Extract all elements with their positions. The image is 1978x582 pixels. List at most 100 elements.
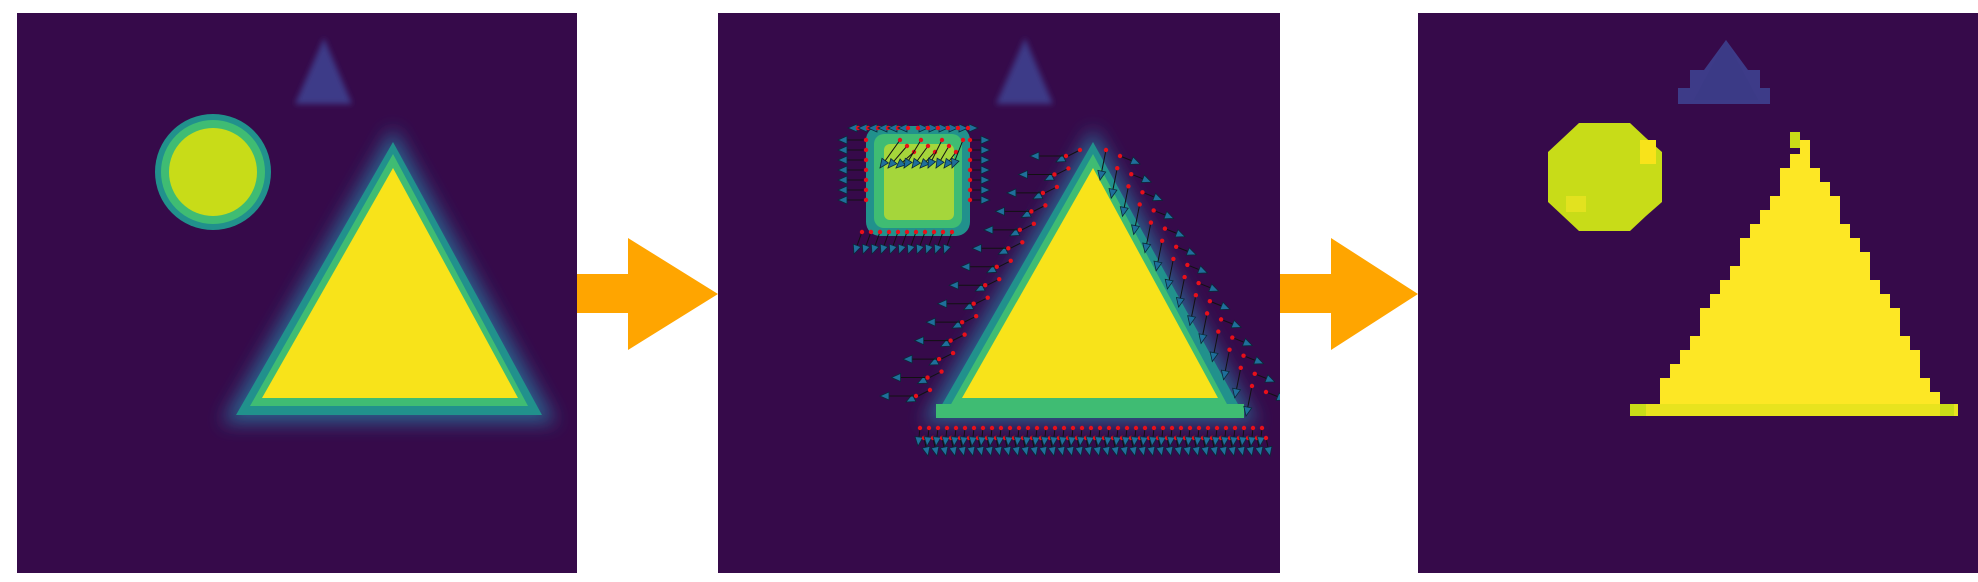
vector-arrow <box>951 137 966 169</box>
vector-arrow <box>923 425 933 447</box>
vector-arrow <box>1229 425 1239 447</box>
faint-triangle-shape <box>1678 40 1770 104</box>
panel-background <box>17 13 577 573</box>
vector-arrow <box>1058 425 1068 447</box>
vector-arrow <box>968 425 978 447</box>
vector-arrow <box>986 425 996 447</box>
vector-arrow <box>837 135 869 145</box>
vector-arrow <box>1130 425 1140 447</box>
vector-arrow <box>879 229 892 255</box>
vector-arrow <box>1121 425 1131 447</box>
vector-arrow <box>1184 425 1194 447</box>
vector-arrow <box>955 123 969 133</box>
vector-arrow <box>1097 147 1109 181</box>
vector-arrow <box>1103 425 1113 447</box>
vector-arrow <box>966 435 976 457</box>
vector-arrow <box>852 229 865 255</box>
vector-arrow <box>924 229 937 255</box>
vector-arrow <box>837 145 869 155</box>
vector-arrow <box>1256 425 1266 447</box>
vector-arrow <box>867 123 881 133</box>
vector-arrow <box>888 229 901 255</box>
vector-arrow <box>921 435 931 457</box>
staircase-triangle-shape <box>1630 132 1958 416</box>
vector-arrow <box>1196 280 1220 292</box>
vector-arrow <box>879 137 903 169</box>
vector-arrow <box>933 229 946 255</box>
vector-arrow <box>1187 293 1199 327</box>
blurred-rounded-square-shape <box>866 126 970 236</box>
vector-arrow <box>1263 389 1280 401</box>
vector-arrow <box>902 354 942 364</box>
vector-arrow <box>890 372 930 383</box>
vector-arrow <box>1202 425 1212 447</box>
vector-arrow <box>1137 435 1147 457</box>
vector-arrow <box>1175 274 1187 309</box>
vector-arrow <box>861 229 874 255</box>
vector-arrow <box>975 435 985 457</box>
vector-arrow <box>887 143 910 169</box>
vector-arrow <box>967 185 991 195</box>
vector-arrow <box>914 425 924 447</box>
vector-arrow <box>1198 311 1210 345</box>
vector-arrow <box>967 165 991 175</box>
vector-arrow <box>1185 262 1209 274</box>
panel-background <box>1418 13 1978 573</box>
vector-arrow <box>1193 425 1203 447</box>
vector-arrow <box>1218 317 1242 329</box>
vector-arrow <box>1232 365 1243 399</box>
vector-arrow <box>1247 425 1257 447</box>
vector-arrow <box>1005 188 1046 198</box>
vector-arrow <box>1151 208 1175 220</box>
vector-arrow <box>1243 383 1255 417</box>
vector-arrow <box>977 425 987 447</box>
vector-arrow <box>994 206 1034 217</box>
vector-arrow <box>837 195 869 205</box>
vector-arrow <box>965 123 979 133</box>
vector-arrow <box>1140 190 1164 202</box>
arrow-right-icon <box>577 238 718 350</box>
vector-arrow <box>1031 425 1041 447</box>
vector-arrow <box>925 317 965 327</box>
vector-arrow <box>941 425 951 447</box>
vector-arrow <box>927 137 945 169</box>
vector-arrow <box>1175 425 1185 447</box>
vector-arrow <box>1164 256 1176 290</box>
vector-arrow <box>837 175 869 185</box>
vector-arrow <box>1108 165 1120 200</box>
vector-arrow <box>913 335 953 346</box>
vector-arrow <box>945 123 959 133</box>
vector-arrow <box>1153 238 1165 272</box>
vector-field-panel <box>718 13 1280 573</box>
vector-arrow <box>1092 435 1102 457</box>
vector-arrow <box>1207 299 1231 311</box>
vector-arrow <box>879 391 919 401</box>
vector-arrow <box>1238 425 1248 447</box>
vector-arrow <box>1004 425 1014 447</box>
vector-arrow <box>1112 425 1122 447</box>
vector-arrow <box>897 123 911 133</box>
vector-arrow <box>1166 425 1176 447</box>
vector-arrow <box>936 299 976 309</box>
vector-arrow <box>1020 435 1030 457</box>
vector-arrow <box>1209 329 1221 363</box>
vector-arrow <box>995 425 1005 447</box>
faint-triangle-shape <box>996 38 1053 104</box>
output-sharpened-panel <box>1418 13 1978 573</box>
vector-arrow <box>1067 425 1077 447</box>
blurred-triangle-shape <box>222 128 556 423</box>
vector-arrow <box>837 185 869 195</box>
vector-arrow <box>1139 425 1149 447</box>
vector-arrow <box>1173 244 1198 256</box>
vector-arrow <box>906 229 919 255</box>
vector-arrow <box>1142 220 1154 254</box>
vector-arrow <box>967 195 991 205</box>
vector-arrow <box>903 137 924 169</box>
vector-arrow <box>1148 425 1158 447</box>
blurred-circle-shape <box>155 114 271 230</box>
vector-arrow <box>948 435 958 457</box>
vector-arrow <box>911 143 931 169</box>
vector-arrow <box>959 425 969 447</box>
vector-arrow <box>915 229 928 255</box>
